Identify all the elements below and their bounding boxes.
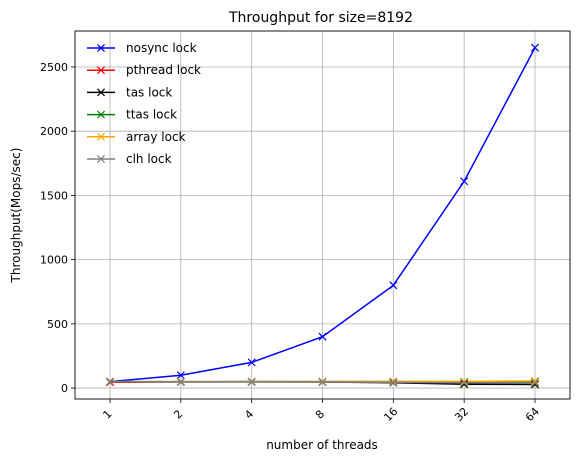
chart-title: Throughput for size=8192 xyxy=(228,10,413,26)
data-point xyxy=(530,380,540,389)
data-point xyxy=(389,378,398,387)
x-tick-label: 2 xyxy=(171,407,185,421)
series-markers xyxy=(105,43,540,389)
y-axis-ticks: 0 500 1000 1500 2000 2500 xyxy=(40,61,75,395)
legend: nosync lock pthread lock tas lock ttas lock… xyxy=(87,41,201,166)
data-point xyxy=(176,377,185,386)
legend-marker xyxy=(96,132,106,141)
x-tick-label: 32 xyxy=(452,405,471,424)
data-point xyxy=(105,377,115,386)
data-point xyxy=(247,358,256,367)
y-tick-label: 2500 xyxy=(40,61,68,74)
legend-marker xyxy=(96,154,106,164)
legend-label: clh lock xyxy=(126,152,172,166)
data-point xyxy=(530,378,540,387)
data-point xyxy=(460,177,469,186)
data-point xyxy=(460,377,469,386)
legend-label: nosync lock xyxy=(126,41,197,55)
x-axis-ticks: 1 2 4 8 16 32 64 xyxy=(100,399,542,424)
data-point xyxy=(176,371,185,380)
data-point xyxy=(389,377,398,386)
grid xyxy=(75,31,570,399)
legend-label: array lock xyxy=(126,130,186,144)
data-point xyxy=(530,376,540,386)
y-tick-label: 0 xyxy=(61,382,68,395)
y-tick-label: 1500 xyxy=(40,189,68,202)
legend-label: pthread lock xyxy=(126,63,201,77)
legend-label: ttas lock xyxy=(126,108,177,122)
x-axis-label: number of threads xyxy=(266,438,378,452)
y-tick-label: 1000 xyxy=(40,254,68,267)
x-tick-label: 16 xyxy=(381,405,400,424)
data-point xyxy=(389,281,398,290)
data-point xyxy=(460,380,469,389)
data-point xyxy=(247,377,256,386)
legend-marker xyxy=(96,66,106,75)
x-tick-label: 4 xyxy=(242,407,256,421)
y-tick-label: 500 xyxy=(47,318,68,331)
data-point xyxy=(460,378,469,387)
data-point xyxy=(318,332,327,341)
y-axis-label: Throughput(Mops/sec) xyxy=(9,148,23,284)
legend-marker xyxy=(96,43,106,53)
x-tick-label: 1 xyxy=(100,407,114,421)
x-tick-label: 8 xyxy=(313,407,327,421)
x-tick-label: 64 xyxy=(523,405,542,424)
data-point xyxy=(530,43,540,52)
data-point xyxy=(530,378,540,387)
legend-marker xyxy=(96,88,106,97)
data-point xyxy=(318,378,327,387)
legend-label: tas lock xyxy=(126,85,172,99)
legend-marker xyxy=(96,110,106,119)
y-tick-label: 2000 xyxy=(40,125,68,138)
